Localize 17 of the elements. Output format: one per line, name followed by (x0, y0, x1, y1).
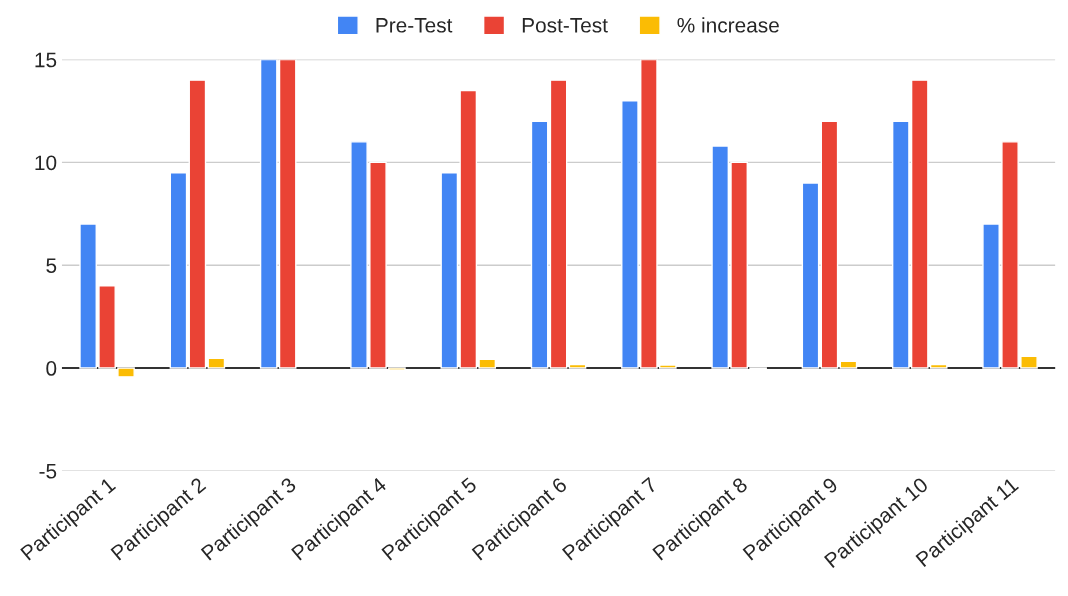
bar (801, 182, 820, 369)
legend-label: % increase (677, 17, 779, 33)
y-tick-label: 15 (35, 52, 57, 68)
y-tick-label: -5 (39, 464, 57, 479)
legend-label: Post-Test (522, 18, 608, 33)
y-tick-label: 0 (46, 361, 57, 376)
bar (839, 360, 858, 369)
bar (568, 363, 587, 369)
bar (549, 79, 568, 369)
bar (169, 171, 188, 369)
bar (207, 357, 226, 369)
legend-label: Pre-Test (376, 18, 453, 33)
bar (188, 79, 207, 369)
y-tick-label: 10 (35, 155, 57, 171)
y-tick-label: 5 (46, 258, 57, 273)
bar (820, 120, 839, 369)
bar (530, 120, 549, 369)
